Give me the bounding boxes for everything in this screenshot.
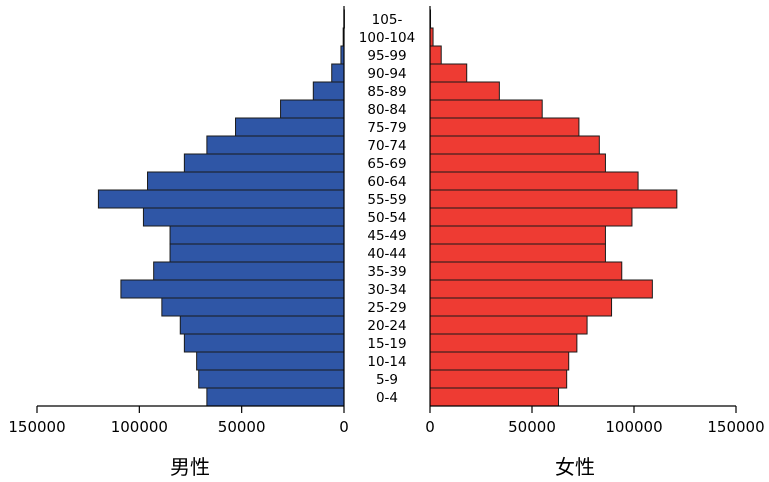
male-bar-35-39 (153, 261, 345, 281)
female-tick-label-150000: 150000 (707, 418, 764, 436)
male-bar-30-34 (120, 279, 345, 299)
female-bar-95-99 (429, 45, 442, 65)
female-bar-85-89 (429, 81, 500, 101)
male-bar-70-74 (206, 135, 345, 155)
female-tick-label-50000: 50000 (508, 418, 556, 436)
female-bar-30-34 (429, 279, 653, 299)
age-label-10-14: 10-14 (367, 354, 406, 370)
age-label-100-104: 100-104 (359, 30, 415, 46)
age-label-85-89: 85-89 (367, 84, 406, 100)
age-label-50-54: 50-54 (367, 210, 406, 226)
female-bar-5-9 (429, 369, 568, 389)
male-bar-65-69 (183, 153, 345, 173)
age-label-0-4: 0-4 (376, 390, 398, 406)
age-label-75-79: 75-79 (367, 120, 406, 136)
male-bar-75-79 (235, 117, 345, 137)
age-label-15-19: 15-19 (367, 336, 406, 352)
male-bar-40-44 (169, 243, 345, 263)
male-bar-10-14 (196, 351, 345, 371)
female-tick-label-0: 0 (425, 418, 435, 436)
male-bar-85-89 (312, 81, 345, 101)
male-bar-15-19 (183, 333, 345, 353)
age-label-90-94: 90-94 (367, 66, 406, 82)
female-tick-label-100000: 100000 (605, 418, 662, 436)
male-tick-label-150000: 150000 (8, 418, 65, 436)
age-label-80-84: 80-84 (367, 102, 406, 118)
age-label-70-74: 70-74 (367, 138, 406, 154)
female-bar-75-79 (429, 117, 580, 137)
male-bar-55-59 (97, 189, 345, 209)
female-bar-40-44 (429, 243, 606, 263)
female-bar-60-64 (429, 171, 639, 191)
female-bar-70-74 (429, 135, 600, 155)
age-category-labels: 0-4 5-9 10-14 15-19 20-24 25-29 30-34 35-39 40-4… (359, 12, 415, 406)
female-bar-90-94 (429, 63, 468, 83)
age-label-40-44: 40-44 (367, 246, 406, 262)
age-label-60-64: 60-64 (367, 174, 406, 190)
male-bar-20-24 (179, 315, 345, 335)
age-label-65-69: 65-69 (367, 156, 406, 172)
age-label-45-49: 45-49 (367, 228, 406, 244)
age-label-105-: 105- (372, 12, 403, 28)
female-bar-25-29 (429, 297, 613, 317)
age-label-95-99: 95-99 (367, 48, 406, 64)
male-bar-50-54 (142, 207, 345, 227)
age-label-25-29: 25-29 (367, 300, 406, 316)
male-bar-80-84 (280, 99, 345, 119)
axes-group (36, 6, 737, 413)
male-bar-60-64 (147, 171, 345, 191)
male-tick-label-0: 0 (339, 418, 349, 436)
age-label-55-59: 55-59 (367, 192, 406, 208)
male-bar-0-4 (206, 387, 345, 407)
female-bar-10-14 (429, 351, 570, 371)
age-label-35-39: 35-39 (367, 264, 406, 280)
male-side-label: 男性 (170, 455, 210, 479)
female-bar-45-49 (429, 225, 606, 245)
axis-tick-labels: 150000 100000 50000 0 0 50000 100000 150000 (8, 418, 764, 436)
male-bar-90-94 (331, 63, 345, 83)
female-bar-35-39 (429, 261, 623, 281)
female-bar-15-19 (429, 333, 578, 353)
female-side-label: 女性 (555, 455, 595, 479)
male-tick-label-100000: 100000 (111, 418, 168, 436)
male-tick-label-50000: 50000 (218, 418, 266, 436)
male-bar-25-29 (161, 297, 345, 317)
age-label-5-9: 5-9 (376, 372, 398, 388)
age-label-30-34: 30-34 (367, 282, 406, 298)
female-bar-20-24 (429, 315, 588, 335)
male-bar-5-9 (198, 369, 345, 389)
female-bar-0-4 (429, 387, 560, 407)
female-bar-50-54 (429, 207, 633, 227)
male-bars-group (97, 9, 345, 407)
female-bar-55-59 (429, 189, 678, 209)
age-label-20-24: 20-24 (367, 318, 406, 334)
female-bar-65-69 (429, 153, 606, 173)
female-bar-80-84 (429, 99, 543, 119)
female-bars-group (429, 9, 678, 407)
male-bar-45-49 (169, 225, 345, 245)
